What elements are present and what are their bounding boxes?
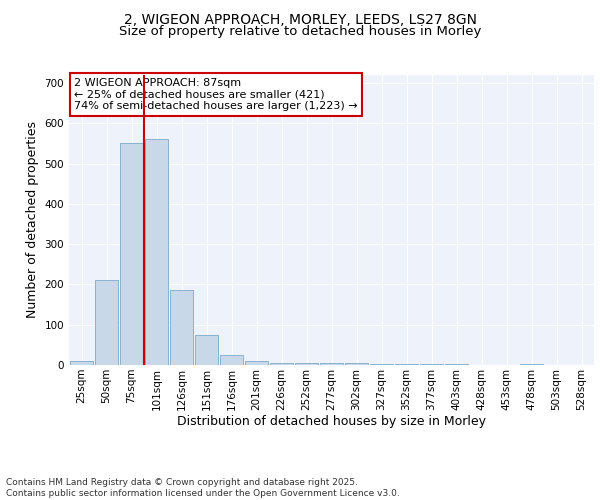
Bar: [194, 335, 218, 365]
Bar: [295, 363, 319, 365]
X-axis label: Distribution of detached houses by size in Morley: Distribution of detached houses by size …: [177, 416, 486, 428]
Bar: [119, 144, 143, 365]
Bar: [145, 140, 169, 365]
Bar: [320, 363, 343, 365]
Bar: [220, 355, 244, 365]
Bar: [170, 290, 193, 365]
Bar: [95, 280, 118, 365]
Bar: [269, 363, 293, 365]
Bar: [370, 364, 394, 365]
Bar: [344, 363, 368, 365]
Text: 2 WIGEON APPROACH: 87sqm
← 25% of detached houses are smaller (421)
74% of semi-: 2 WIGEON APPROACH: 87sqm ← 25% of detach…: [74, 78, 358, 111]
Y-axis label: Number of detached properties: Number of detached properties: [26, 122, 39, 318]
Text: Size of property relative to detached houses in Morley: Size of property relative to detached ho…: [119, 25, 481, 38]
Text: 2, WIGEON APPROACH, MORLEY, LEEDS, LS27 8GN: 2, WIGEON APPROACH, MORLEY, LEEDS, LS27 …: [124, 12, 476, 26]
Bar: [445, 364, 469, 365]
Bar: [245, 361, 268, 365]
Bar: [395, 364, 418, 365]
Bar: [419, 364, 443, 365]
Text: Contains HM Land Registry data © Crown copyright and database right 2025.
Contai: Contains HM Land Registry data © Crown c…: [6, 478, 400, 498]
Bar: [520, 364, 544, 365]
Bar: [70, 361, 94, 365]
